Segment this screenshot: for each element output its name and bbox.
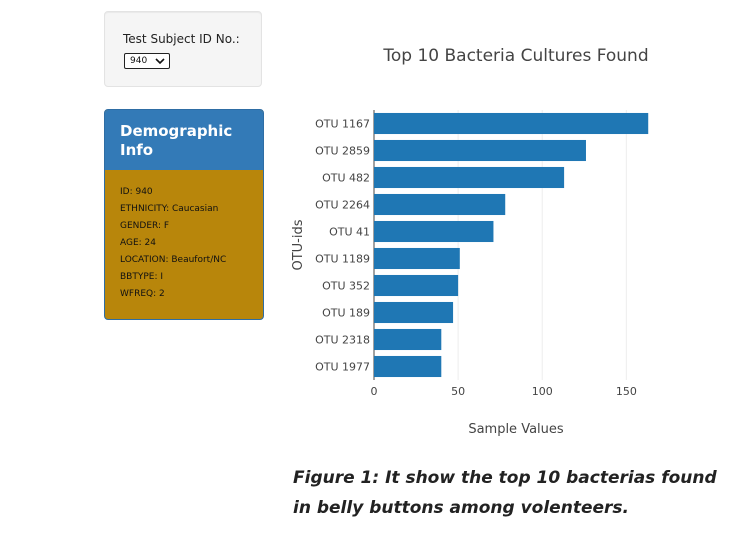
x-tick-label: 150 — [616, 385, 637, 398]
y-tick-label: OTU 352 — [322, 280, 370, 293]
y-tick-label: OTU 1189 — [315, 253, 370, 266]
demographic-info-title: Demographic Info — [120, 122, 233, 159]
demographic-info-heading: Demographic Info — [105, 110, 263, 170]
demographic-bbtype: BBTYPE: I — [120, 272, 164, 282]
bar-otu-2318 — [374, 328, 442, 351]
demographic-wfreq: WFREQ: 2 — [120, 289, 165, 299]
demographic-id: ID: 940 — [120, 187, 153, 197]
y-tick-label: OTU 482 — [322, 172, 370, 185]
x-tick-label: 0 — [371, 385, 378, 398]
bar-otu-189 — [374, 301, 454, 324]
bar-chart: Top 10 Bacteria Cultures Found 0 50 100 150 O… — [291, 46, 649, 437]
demographic-age: AGE: 24 — [120, 238, 157, 248]
subject-id-select[interactable]: 940 — [124, 53, 170, 69]
bar-otu-482 — [374, 166, 565, 189]
subject-id-value: 940 — [130, 56, 148, 66]
bar-otu-1189 — [374, 247, 460, 270]
demographic-info-panel: Demographic Info ID: 940 ETHNICITY: Cauc… — [104, 109, 264, 320]
subject-selector-panel: Test Subject ID No.: 940 — [104, 11, 262, 87]
bar-otu-2859 — [374, 139, 586, 162]
bar-otu-352 — [374, 274, 459, 297]
demographic-location: LOCATION: Beaufort/NC — [120, 255, 227, 265]
x-tick-label: 50 — [451, 385, 465, 398]
subject-id-label: Test Subject ID No.: — [123, 32, 240, 46]
bar-otu-2264 — [374, 193, 506, 216]
x-tick-label: 100 — [532, 385, 553, 398]
chart-title: Top 10 Bacteria Cultures Found — [382, 46, 648, 66]
demographic-gender: GENDER: F — [120, 221, 170, 231]
y-tick-label: OTU 41 — [329, 226, 370, 239]
y-tick-label: OTU 2318 — [315, 334, 370, 347]
y-axis-title: OTU-ids — [291, 219, 306, 270]
y-tick-label: OTU 189 — [322, 307, 370, 320]
bar-otu-41 — [374, 220, 494, 243]
chevron-down-icon — [155, 57, 165, 68]
figure-caption: Figure 1: It show the top 10 bacterias f… — [293, 468, 717, 518]
x-axis-title: Sample Values — [468, 422, 564, 437]
bar-otu-1167 — [374, 112, 649, 135]
y-tick-label: OTU 2264 — [315, 199, 370, 212]
y-tick-label: OTU 1977 — [315, 361, 370, 374]
y-tick-label: OTU 2859 — [315, 145, 370, 158]
demographic-info-body: ID: 940 ETHNICITY: Caucasian GENDER: F A… — [120, 184, 257, 303]
demographic-ethnicity: ETHNICITY: Caucasian — [120, 204, 219, 214]
y-tick-label: OTU 1167 — [315, 118, 370, 131]
bar-otu-1977 — [374, 355, 442, 378]
